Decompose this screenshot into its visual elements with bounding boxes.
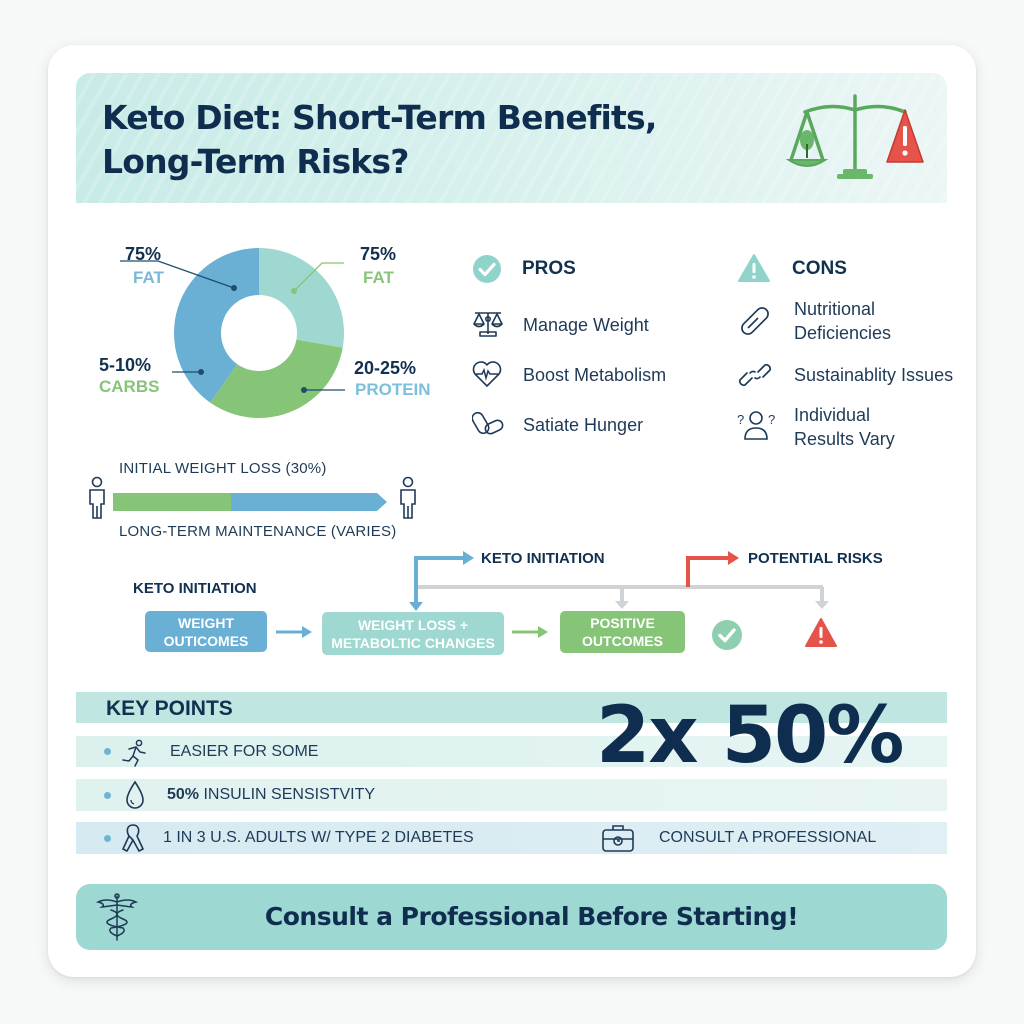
bullet-dot: [104, 792, 111, 799]
donut-annotation-top-right-label: FAT: [363, 268, 394, 287]
donut-annotation-bottom-left-label: CARBS: [99, 377, 160, 396]
check-circle-icon: [473, 255, 501, 283]
caduceus-icon: [95, 893, 139, 941]
donut-annotation-top-left-value: 75%: [125, 244, 162, 264]
bullet-dot: [104, 835, 111, 842]
cons-item-sustainability-issues: Sustainablity Issues: [794, 365, 954, 385]
key-points-header-bar: [76, 692, 947, 723]
key-point-bold: 50%: [167, 786, 200, 803]
donut-annotation-bottom-left-value: 5-10%: [99, 355, 152, 375]
key-point-row-bar: [76, 822, 947, 854]
scale-icon: [473, 312, 503, 337]
flow-box-weight-loss-metabolic: WEIGHT LOSS + METABOLTIC CHANGES: [322, 612, 504, 655]
donut-leader-lines: [120, 260, 345, 393]
flow-box-line: OUTICOMES: [163, 632, 249, 649]
pills-icon: [472, 411, 504, 435]
ribbon-icon: [122, 824, 144, 852]
key-point-text: EASIER FOR SOME: [170, 743, 319, 760]
key-point-rest: INSULIN SENSISTVITY: [199, 786, 376, 803]
footer-cta-text: Consult a Professional Before Starting!: [264, 902, 799, 931]
heart-pulse-icon: [472, 361, 502, 387]
title-line-1: Keto Diet: Short-Term Benefits,: [102, 98, 657, 137]
svg-text:?: ?: [737, 412, 744, 427]
medical-bag-icon: [602, 825, 634, 852]
side-point-text: CONSULT A PROFESSIONAL: [659, 829, 877, 846]
flow-box-line: METABOLTIC CHANGES: [331, 634, 495, 651]
person-question-icon: ? ?: [737, 411, 775, 440]
pros-heading: PROS: [522, 258, 576, 279]
cons-item-nutritional-deficiencies: Nutritional Deficiencies: [794, 297, 891, 345]
flow-box-line: WEIGHT: [178, 614, 234, 631]
cons-item-individual-results: Individual Results Vary: [794, 403, 895, 451]
runner-icon: [122, 739, 146, 767]
flow-connectors: [276, 551, 829, 638]
warning-triangle-icon: [738, 254, 770, 282]
progress-bottom-label: LONG-TERM MAINTENANCE (VARIES): [119, 523, 397, 540]
title-line-2: Long-Term Risks?: [102, 142, 409, 181]
progress-top-label: INITIAL WEIGHT LOSS (30%): [119, 460, 327, 477]
water-drop-icon: [126, 780, 144, 809]
donut-annotation-bottom-right-label: PROTEIN: [355, 380, 431, 399]
pros-item-manage-weight: Manage Weight: [523, 315, 649, 335]
flow-box-weight-outcomes: WEIGHT OUTICOMES: [145, 611, 267, 652]
donut-annotation-top-left-label: FAT: [133, 268, 164, 287]
balance-scale-with-warning-icon: [785, 94, 924, 179]
flow-box-line: POSITIVE: [590, 615, 655, 631]
capsule-icon: [741, 307, 769, 335]
person-start-icon: [89, 476, 105, 519]
key-point-row-bar: [76, 736, 947, 767]
cons-item-line1: Individual: [794, 405, 871, 425]
flow-box-line: WEIGHT LOSS +: [357, 616, 469, 633]
slice-protein: [210, 333, 343, 418]
donut-annotation-top-right-value: 75%: [360, 244, 397, 264]
svg-text:?: ?: [768, 412, 775, 427]
cons-item-line1: Nutritional: [794, 299, 876, 319]
pros-item-boost-metabolism: Boost Metabolism: [523, 365, 667, 385]
key-point-row-bar: [76, 779, 947, 811]
page-title: Keto Diet: Short-Term Benefits, Long-Ter…: [102, 96, 782, 184]
cons-heading: CONS: [792, 258, 847, 279]
key-points-heading: KEY POINTS: [106, 697, 233, 720]
person-end-icon: [400, 476, 416, 519]
flow-left-heading: KETO INITIATION: [133, 580, 257, 597]
big-stat: 2x 50%: [596, 691, 904, 781]
macro-donut-chart: [174, 248, 344, 418]
pros-item-satiate-hunger: Satiate Hunger: [523, 415, 644, 435]
cons-item-line2: Results Vary: [794, 429, 895, 449]
risk-warning-icon: [805, 618, 837, 647]
weight-progress-bar: [113, 493, 387, 511]
footer-banner: [76, 884, 947, 950]
donut-annotation-bottom-right-value: 20-25%: [354, 358, 417, 378]
key-point-text: 50% INSULIN SENSISTVITY: [167, 786, 375, 804]
slice-fat-left: [174, 248, 259, 403]
flow-box-line: OUTCOMES: [582, 633, 663, 649]
flow-label-keto-initiation-top: KETO INITIATION: [481, 550, 605, 567]
cons-item-line2: Deficiencies: [794, 323, 892, 343]
key-point-text: 1 IN 3 U.S. ADULTS W/ TYPE 2 DIABETES: [163, 829, 474, 846]
positive-check-icon: [712, 620, 742, 650]
bullet-dot: [104, 748, 111, 755]
broken-link-icon: [738, 363, 772, 387]
flow-label-potential-risks: POTENTIAL RISKS: [748, 550, 883, 567]
flow-box-positive-outcomes: POSITIVE OUTCOMES: [560, 611, 685, 653]
